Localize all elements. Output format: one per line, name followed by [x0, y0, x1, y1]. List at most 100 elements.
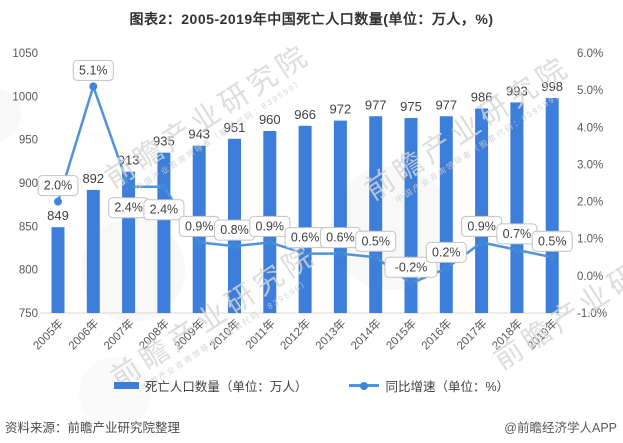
y-axis-left-tick-label: 900 — [19, 178, 38, 190]
line-marker-2006年 — [89, 82, 98, 91]
callout-box — [425, 241, 467, 263]
callout-value-label: 2.4% — [150, 203, 179, 217]
bar-value-label: 977 — [435, 97, 457, 112]
callout-value-label: 0.5% — [361, 234, 390, 248]
credit-note: @前瞻经济学人APP — [504, 421, 617, 435]
x-axis-tick-label: 2015年 — [383, 316, 419, 352]
y-axis-left-tick-label: 750 — [19, 308, 38, 320]
bar-2006年 — [86, 189, 100, 313]
line-value-callout: 2.4% — [143, 199, 185, 221]
legend-item-growth: 同比增速（单位：%） — [349, 376, 509, 395]
line-value-callout: 2.4% — [108, 197, 150, 219]
bar-value-label: 986 — [471, 89, 493, 104]
callout-box — [384, 256, 438, 278]
bar-value-label: 892 — [82, 171, 104, 186]
bar-value-label: 966 — [294, 107, 316, 122]
x-axis-tick-label: 2018年 — [489, 316, 525, 352]
bar-value-label: 975 — [400, 99, 422, 114]
line-series-swatch-icon — [349, 381, 380, 390]
bar-value-label: 913 — [118, 153, 140, 168]
line-marker-2017年 — [477, 238, 486, 247]
bar-2014年 — [369, 116, 383, 314]
line-marker-2010年 — [230, 242, 239, 251]
line-value-callout: 5.1% — [72, 59, 114, 81]
line-marker-2013年 — [336, 249, 345, 258]
bar-2007年 — [122, 171, 136, 313]
bar-2008年 — [157, 152, 171, 313]
line-value-callout: 0.5% — [355, 230, 397, 252]
bar-2019年 — [545, 98, 559, 313]
line-value-callout: 0.6% — [284, 227, 326, 249]
line-value-callout: 0.6% — [319, 227, 361, 249]
x-axis-tick-label: 2013年 — [312, 316, 348, 352]
y-axis-left-tick-label: 850 — [19, 221, 38, 233]
line-value-callout: 0.2% — [425, 241, 467, 263]
x-axis-tick-label: 2012年 — [277, 316, 313, 352]
x-axis-tick-label: 2008年 — [136, 316, 172, 352]
y-axis-right-tick-label: 4.0% — [577, 122, 603, 134]
legend-label-deaths: 死亡人口数量（单位：万人） — [144, 380, 308, 394]
callout-box — [143, 199, 185, 221]
callout-value-label: 0.7% — [503, 227, 532, 241]
line-marker-2015年 — [407, 279, 415, 288]
x-axis-tick-label: 2019年 — [524, 316, 560, 352]
y-axis-right-tick-label: 1.0% — [577, 234, 603, 246]
bar-value-label: 960 — [259, 112, 281, 127]
callout-box — [72, 59, 114, 81]
y-axis-left-tick-label: 1000 — [12, 91, 38, 103]
y-axis-right-tick-label: 2.0% — [577, 197, 603, 209]
callout-box — [37, 175, 79, 197]
bar-2012年 — [298, 125, 312, 313]
callout-value-label: 0.5% — [538, 234, 567, 248]
line-value-callout: 0.9% — [249, 215, 291, 237]
line-value-callout: -0.2% — [384, 256, 438, 278]
chart-legend: 死亡人口数量（单位：万人） 同比增速（单位：%） — [0, 376, 623, 395]
bar-2018年 — [510, 102, 524, 314]
callout-value-label: 0.9% — [256, 219, 285, 233]
line-marker-2014年 — [371, 253, 380, 262]
y-axis-right-tick-label: 0.0% — [577, 271, 603, 283]
bar-series-swatch-icon — [113, 382, 139, 389]
line-marker-2012年 — [301, 249, 310, 258]
callout-value-label: 2.0% — [44, 179, 73, 193]
data-source-note: 资料来源：前瞻产业研究院整理 — [5, 421, 181, 435]
chart-title: 图表2：2005-2019年中国死亡人口数量(单位：万人，%) — [129, 11, 494, 27]
bar-value-label: 935 — [153, 134, 175, 149]
x-axis-tick-label: 2006年 — [65, 316, 101, 352]
line-marker-2016年 — [442, 264, 451, 273]
legend-item-deaths: 死亡人口数量（单位：万人） — [113, 376, 308, 395]
x-axis-tick-label: 2005年 — [30, 316, 66, 352]
legend-label-growth: 同比增速（单位：%） — [385, 380, 510, 394]
x-axis-tick-label: 2011年 — [242, 316, 278, 352]
callout-box — [355, 230, 397, 252]
line-marker-2011年 — [265, 238, 274, 247]
callout-box — [531, 230, 573, 252]
bar-2005年 — [51, 227, 65, 313]
line-marker-2009年 — [195, 238, 204, 247]
line-value-callout: 0.9% — [461, 215, 503, 237]
line-value-callout: 0.5% — [531, 230, 573, 252]
bar-value-label: 849 — [47, 208, 69, 223]
x-axis-tick-label: 2010年 — [206, 316, 242, 352]
bar-2013年 — [333, 120, 347, 313]
callout-value-label: 0.6% — [326, 231, 355, 245]
bar-value-label: 951 — [224, 120, 246, 135]
bar-value-label: 998 — [541, 79, 563, 94]
line-value-callout: 0.8% — [214, 219, 255, 241]
y-axis-right-tick-label: 3.0% — [577, 159, 603, 171]
y-axis-left-tick-label: 800 — [19, 265, 38, 277]
bar-value-label: 993 — [506, 83, 528, 98]
y-axis-right-tick-label: 6.0% — [577, 48, 603, 60]
line-marker-2007年 — [124, 182, 133, 191]
callout-value-label: 0.8% — [220, 223, 249, 237]
callout-value-label: 2.4% — [114, 201, 143, 215]
line-value-callout: 0.9% — [178, 215, 220, 237]
callout-value-label: -0.2% — [395, 260, 428, 274]
callout-box — [249, 215, 291, 237]
callout-value-label: 0.9% — [185, 219, 214, 233]
bar-value-label: 943 — [188, 127, 210, 142]
line-marker-2008年 — [159, 182, 168, 191]
y-axis-right-tick-label: 5.0% — [577, 85, 603, 97]
callout-value-label: 0.6% — [291, 231, 320, 245]
